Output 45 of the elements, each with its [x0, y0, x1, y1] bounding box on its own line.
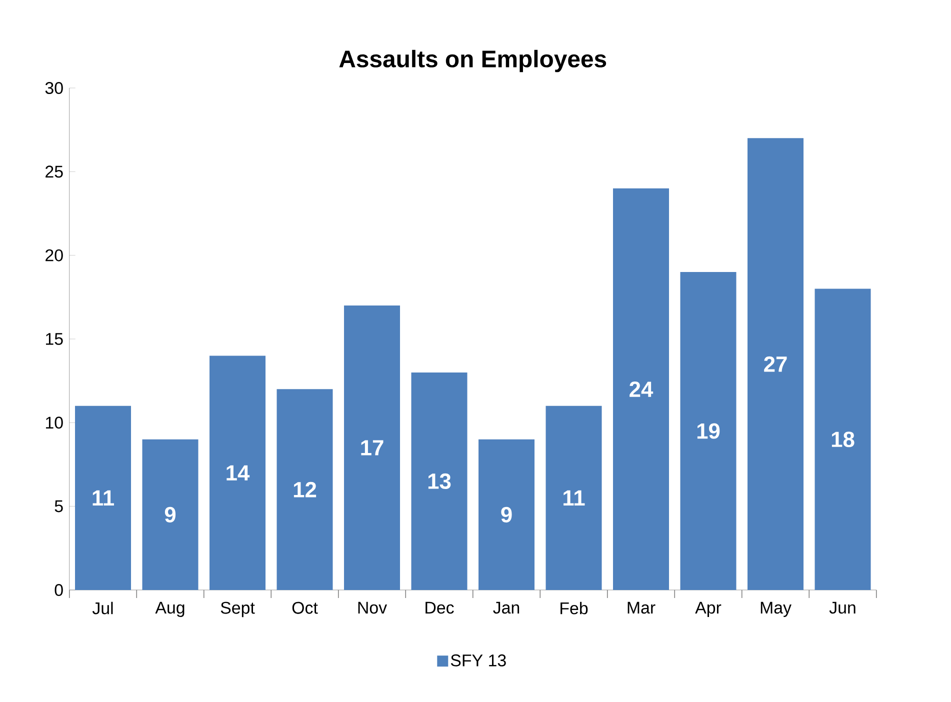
bar — [276, 389, 333, 590]
x-tick-label: Apr — [695, 602, 722, 617]
data-label: 18 — [832, 432, 854, 448]
x-tick-label: Jun — [829, 602, 856, 614]
bar — [142, 439, 198, 590]
x-tick-label: Sept — [220, 602, 255, 618]
data-label: 14 — [226, 465, 250, 480]
y-tick-label: 30 — [45, 82, 63, 94]
data-label: 12 — [294, 482, 316, 498]
x-tick-label: Jan — [493, 602, 520, 614]
data-label: 11 — [564, 490, 585, 506]
data-label: 11 — [92, 490, 114, 506]
x-tick-label: Dec — [426, 602, 454, 614]
y-tick-label: 0 — [54, 584, 63, 596]
data-label: 24 — [630, 382, 654, 397]
bar — [344, 306, 400, 590]
x-tick-label: May — [760, 602, 792, 617]
data-label: 13 — [428, 473, 451, 489]
bar — [210, 356, 266, 590]
bar — [613, 188, 670, 590]
chart-title: Assaults on Employees — [339, 50, 606, 72]
x-tick-label: Mar — [628, 602, 656, 614]
data-label: 9 — [164, 506, 176, 522]
bar — [75, 406, 132, 590]
bar — [478, 439, 535, 590]
x-tick-label: Jul — [92, 602, 113, 614]
data-label: 19 — [697, 423, 720, 439]
data-label: 27 — [764, 356, 787, 372]
bar — [680, 272, 736, 590]
data-label: 9 — [501, 506, 512, 522]
y-tick-label: 15 — [46, 333, 63, 345]
y-tick-label: 10 — [46, 416, 63, 429]
bar — [814, 288, 871, 590]
x-tick-label: Oct — [292, 602, 318, 614]
bar — [411, 372, 468, 590]
x-tick-label: Feb — [560, 602, 588, 614]
y-tick-label: 25 — [46, 166, 63, 178]
legend-label: SFY 13 — [450, 654, 506, 666]
x-tick-label: Aug — [155, 602, 184, 617]
y-tick-label: 5 — [54, 500, 63, 512]
bar — [546, 406, 602, 590]
data-label: 17 — [361, 440, 384, 456]
bar — [748, 138, 804, 590]
x-tick-label: Nov — [358, 602, 387, 614]
y-tick-label: 20 — [46, 249, 63, 262]
